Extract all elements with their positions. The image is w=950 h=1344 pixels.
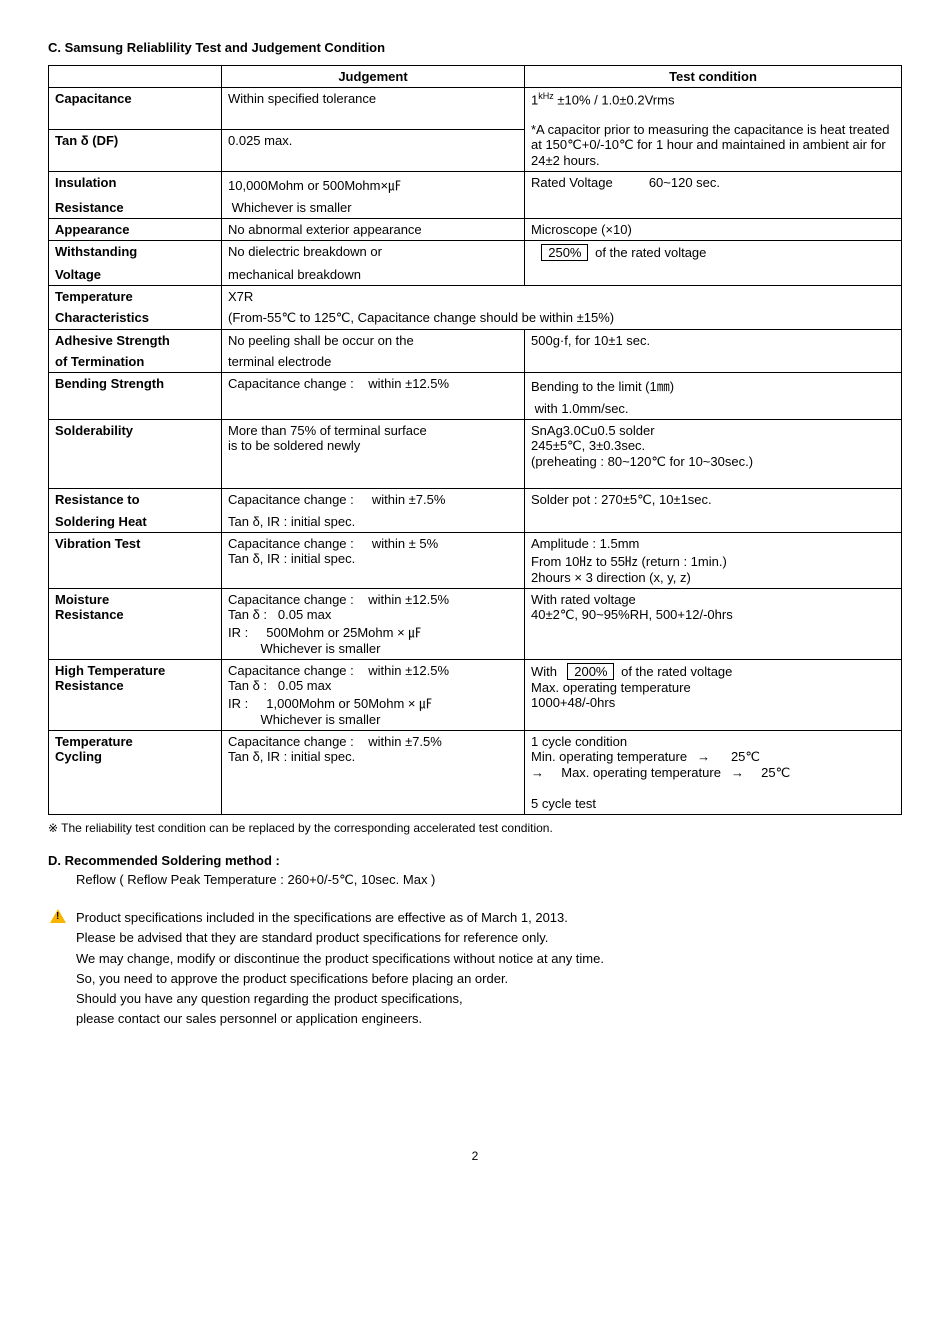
param-cell: Tan δ (DF) [49,130,222,172]
table-row: High Temperature Resistance Capacitance … [49,660,902,731]
table-row: Temperature X7R [49,286,902,308]
header-param [49,66,222,88]
header-judgement: Judgement [222,66,525,88]
table-row: Temperature Cycling Capacitance change :… [49,731,902,815]
table-row: Capacitance Within specified tolerance 1… [49,88,902,130]
table-row: Characteristics (From-55℃ to 125℃, Capac… [49,307,902,330]
table-row: with 1.0mm/sec. [49,398,902,420]
test-cell: Rated Voltage 60~120 sec. [525,172,902,198]
header-test: Test condition [525,66,902,88]
table-row: Solderability More than 75% of terminal … [49,420,902,489]
section-d-line: Reflow ( Reflow Peak Temperature : 260+0… [76,872,902,888]
table-row: Insulation 10,000Mohm or 500Mohm×㎌ Rated… [49,172,902,198]
table-row: Adhesive Strength No peeling shall be oc… [49,330,902,352]
table-row: Resistance to Capacitance change : withi… [49,489,902,512]
page-number: 2 [48,1149,902,1163]
table-row: Moisture Resistance Capacitance change :… [49,589,902,660]
param-cell: Insulation [49,172,222,198]
section-c-title: C. Samsung Reliablility Test and Judgeme… [48,40,902,55]
table-row: of Termination terminal electrode [49,351,902,373]
table-row: Bending Strength Capacitance change : wi… [49,373,902,399]
section-d-title: D. Recommended Soldering method : [48,853,902,868]
table-row: Vibration Test Capacitance change : with… [49,533,902,589]
warning-block: Product specifications included in the s… [48,908,902,1029]
test-cell: 1kHz ±10% / 1.0±0.2Vrms *A capacitor pri… [525,88,902,172]
footnote: ※ The reliability test condition can be … [48,821,902,835]
table-row: Withstanding No dielectric breakdown or … [49,241,902,265]
judge-cell: Within specified tolerance [222,88,525,130]
param-cell: Capacitance [49,88,222,130]
table-row: Appearance No abnormal exterior appearan… [49,219,902,241]
warning-icon [50,909,66,923]
judge-cell: 0.025 max. [222,130,525,172]
table-row: Resistance Whichever is smaller [49,197,902,219]
table-row: Soldering Heat Tan δ, IR : initial spec. [49,511,902,533]
reliability-table: Judgement Test condition Capacitance Wit… [48,65,902,815]
judge-cell: 10,000Mohm or 500Mohm×㎌ [222,172,525,198]
table-row: Voltage mechanical breakdown [49,264,902,286]
